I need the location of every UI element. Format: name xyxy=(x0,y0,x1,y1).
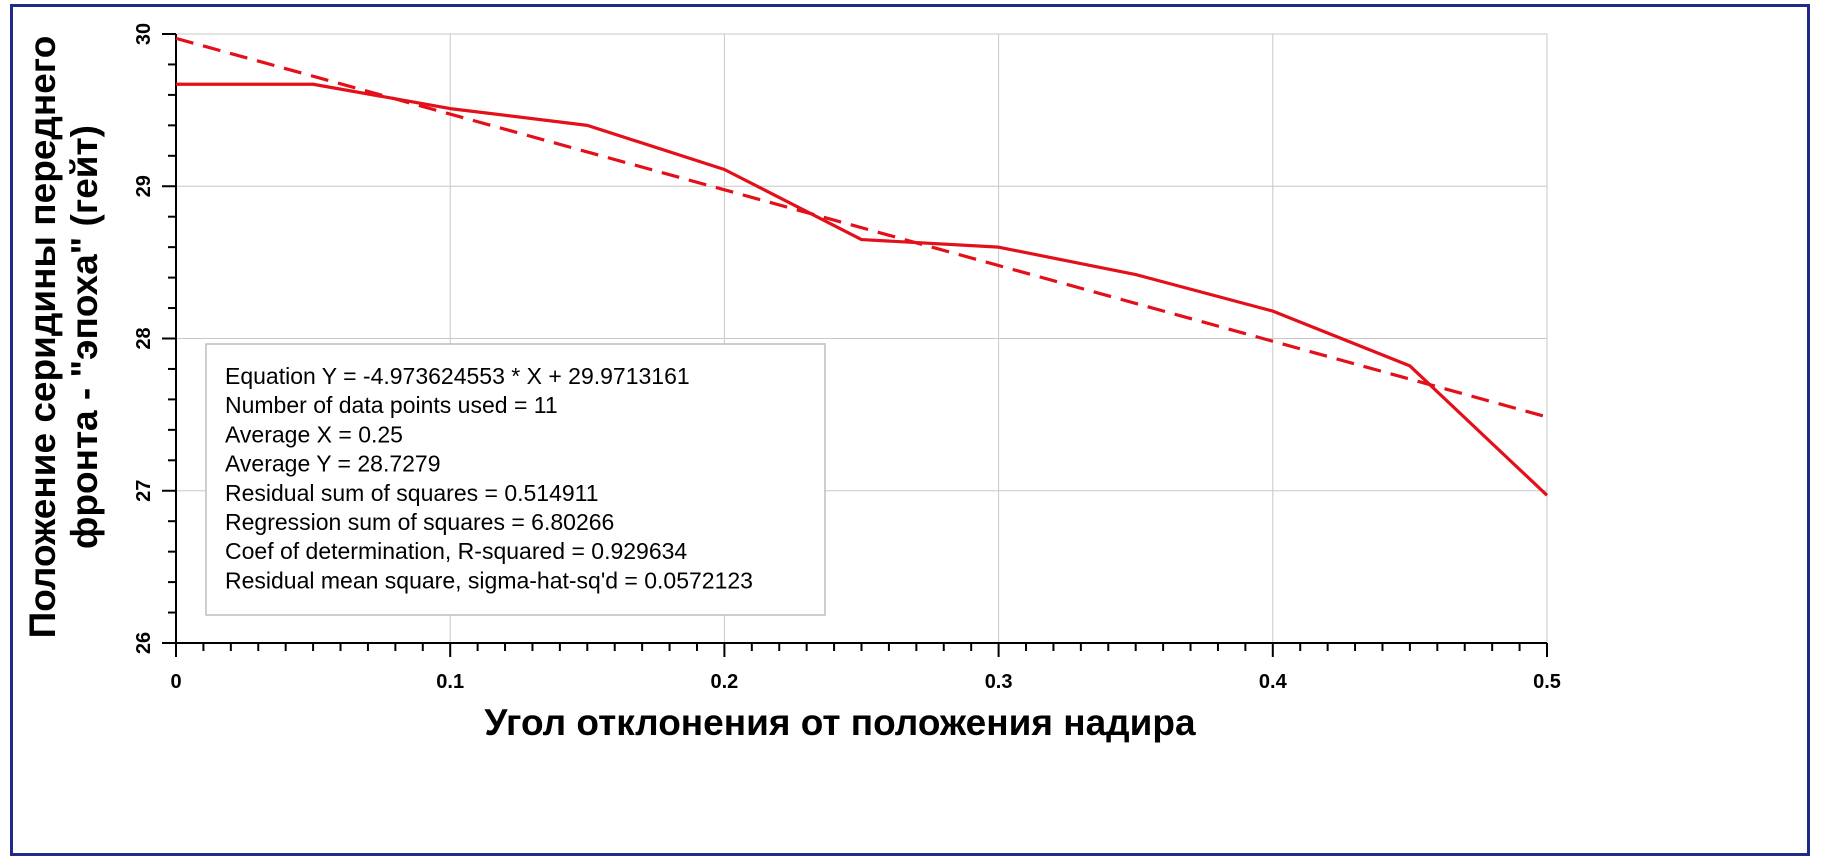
stats-line: Average Y = 28.7279 xyxy=(225,451,441,477)
y-tick-label: 28 xyxy=(133,327,155,349)
x-tick-label: 0 xyxy=(170,671,181,693)
minor-ticks xyxy=(162,33,1548,657)
x-axis-title: Угол отклонения от положения надира xyxy=(484,702,1196,743)
y-axis-title-line-2: фронта - "эпоха" (гейт) xyxy=(64,125,105,549)
y-tick-label: 29 xyxy=(133,175,155,197)
y-tick-label: 30 xyxy=(133,23,155,45)
line-chart: 0 0.1 0.2 0.3 0.4 0.5 26 27 28 29 30 Equation Y =… xyxy=(22,23,1561,743)
stats-box: Equation Y = -4.973624553 * X + 29.97131… xyxy=(205,343,826,616)
y-axis-title-line-1: Положение серидины переднего xyxy=(22,36,63,639)
x-tick-label: 0.4 xyxy=(1259,671,1288,693)
chart-frame: 0 0.1 0.2 0.3 0.4 0.5 26 27 28 29 30 Equation Y =… xyxy=(10,4,1810,856)
stats-line: Number of data points used = 11 xyxy=(225,392,558,418)
axes xyxy=(175,34,1547,644)
x-tick-label: 0.5 xyxy=(1533,671,1561,693)
stats-line: Residual mean square, sigma-hat-sq'd = 0… xyxy=(225,567,753,593)
stats-line: Average X = 0.25 xyxy=(225,421,403,447)
y-tick-label: 27 xyxy=(133,480,155,502)
stats-line: Equation Y = -4.973624553 * X + 29.97131… xyxy=(225,363,690,389)
series-layer xyxy=(175,36,1549,497)
x-tick-labels: 0 0.1 0.2 0.3 0.4 0.5 xyxy=(170,671,1560,693)
x-tick-label: 0.1 xyxy=(436,671,464,693)
stats-line: Regression sum of squares = 6.80266 xyxy=(225,509,614,535)
y-axis-title: Положение серидины переднего фронта - "э… xyxy=(22,36,105,639)
x-tick-label: 0.3 xyxy=(985,671,1013,693)
y-tick-label: 26 xyxy=(133,632,155,654)
stats-line: Residual sum of squares = 0.514911 xyxy=(225,480,599,506)
regression-line xyxy=(175,36,1548,419)
y-tick-labels: 26 27 28 29 30 xyxy=(133,23,155,654)
stats-line: Coef of determination, R-squared = 0.929… xyxy=(225,538,687,564)
x-tick-label: 0.2 xyxy=(710,671,738,693)
stats-box-frame xyxy=(205,343,826,616)
